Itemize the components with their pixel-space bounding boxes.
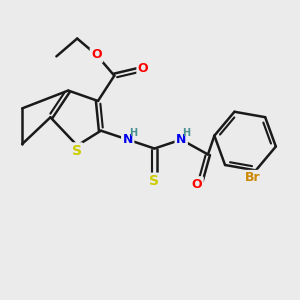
Text: N: N: [122, 133, 133, 146]
Text: O: O: [91, 48, 102, 62]
Text: H: H: [182, 128, 190, 138]
Text: S: S: [72, 144, 82, 158]
Text: S: S: [149, 174, 160, 188]
Text: Br: Br: [245, 171, 261, 184]
Text: O: O: [192, 178, 202, 191]
Text: O: O: [138, 62, 148, 75]
Text: N: N: [176, 133, 186, 146]
Text: H: H: [129, 128, 137, 138]
